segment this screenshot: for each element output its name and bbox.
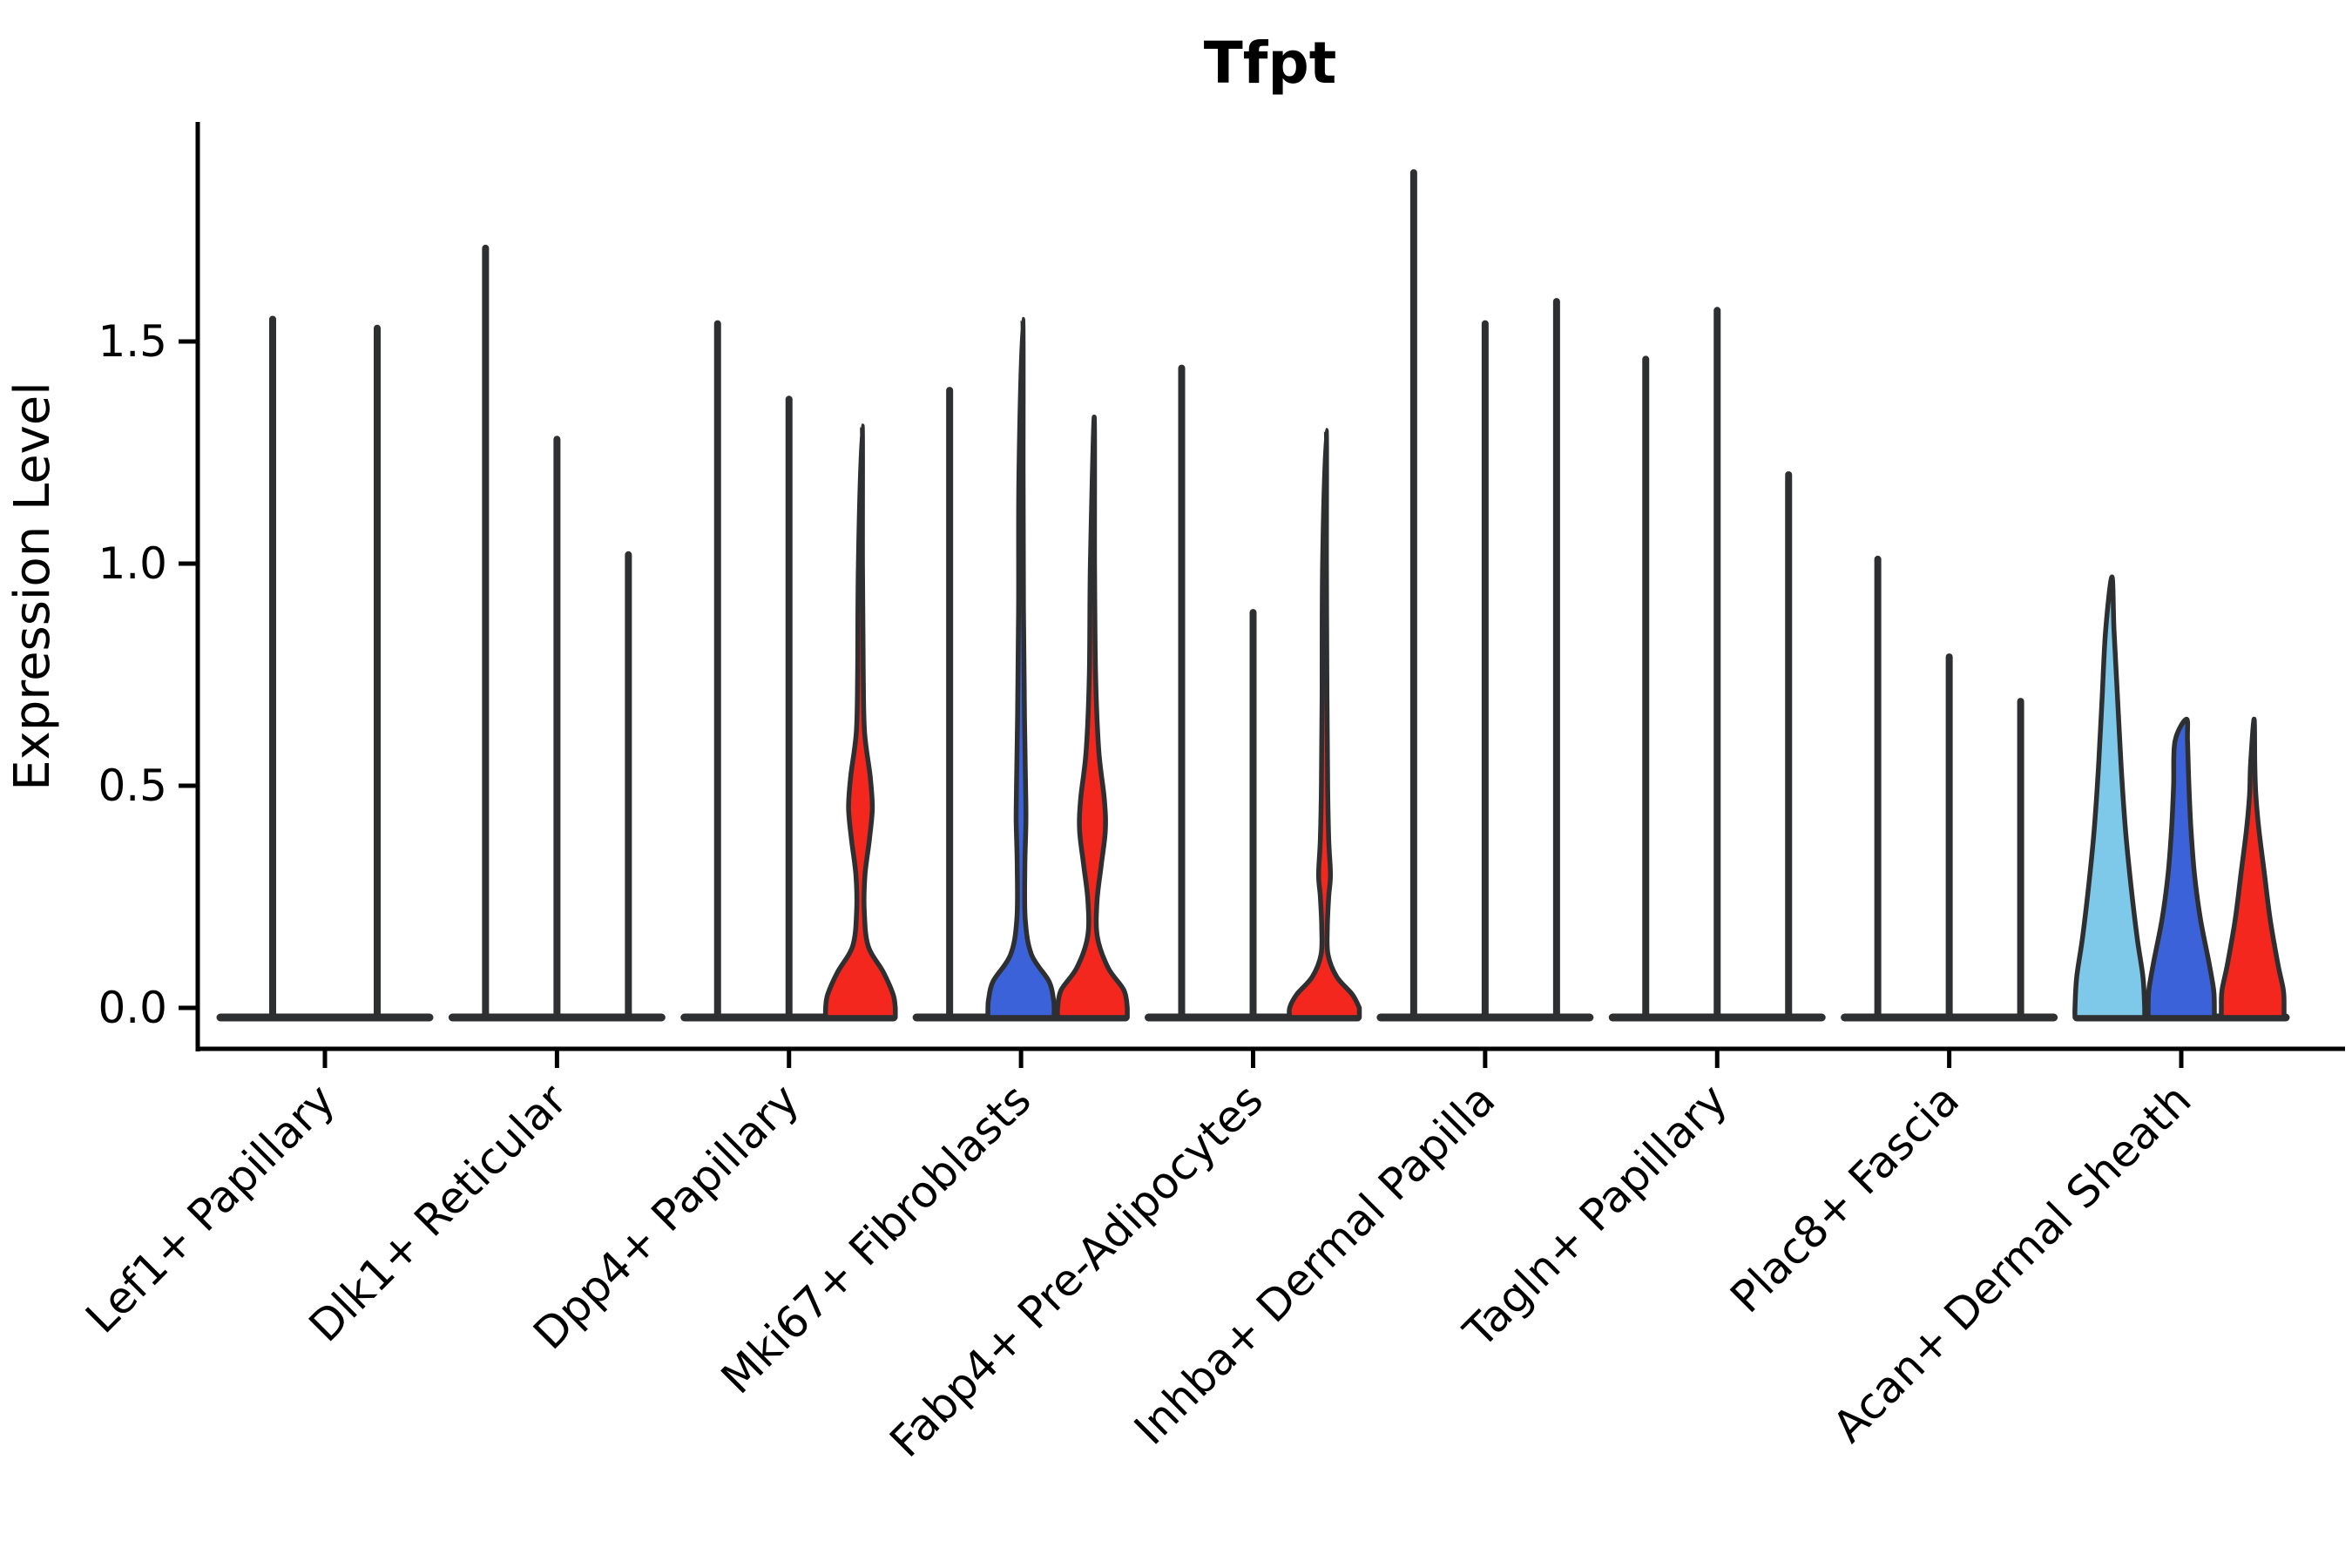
violins-layer [269, 169, 2287, 1021]
violin-body-dpp4-papillary-3 [822, 423, 898, 1020]
violin-body-mki67-fibroblasts-2 [985, 316, 1057, 1020]
y-tick-label: 0.5 [98, 760, 167, 811]
x-tick-label-dlk1-reticular: Dlk1+ Reticular [300, 1074, 577, 1351]
violin-body-acan-dermal-sheath-2 [2146, 716, 2217, 1020]
violin-body-fabp4-pre-adipocytes-3 [1287, 428, 1362, 1020]
x-tick-label-plac8-fascia: Plac8+ Fascia [1720, 1074, 1969, 1322]
y-tick-label: 0.0 [98, 983, 167, 1033]
violin-body-mki67-fibroblasts-3 [1055, 414, 1130, 1020]
chart-title: Tfpt [1204, 30, 1337, 97]
violin-body-acan-dermal-sheath-1 [2072, 574, 2147, 1020]
y-axis-label: Expression Level [4, 382, 61, 791]
violin-body-acan-dermal-sheath-3 [2219, 716, 2287, 1020]
y-tick-label: 1.5 [98, 316, 167, 367]
x-tick-label-fabp4-pre-adipocytes: Fabp4+ Pre-Adipocytes [880, 1074, 1273, 1467]
y-tick-layer: 0.0 0.5 1.0 1.5 [98, 316, 198, 1033]
y-tick-label: 1.0 [98, 538, 167, 589]
x-tick-label-lef1-papillary: Lef1+ Papillary [76, 1074, 344, 1342]
